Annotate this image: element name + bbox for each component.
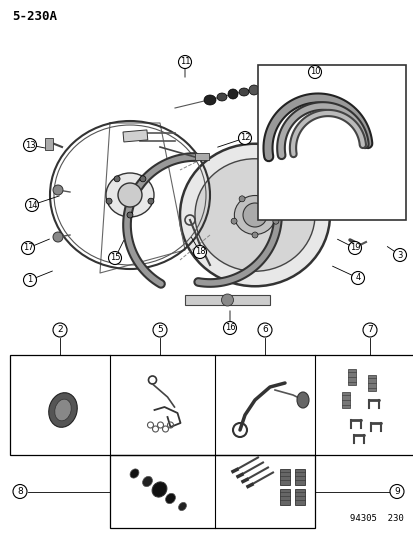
Circle shape [53, 185, 63, 195]
Text: 19: 19 [349, 244, 359, 253]
Ellipse shape [165, 494, 175, 504]
Text: 10: 10 [309, 68, 320, 77]
Ellipse shape [178, 503, 186, 511]
Text: 14: 14 [27, 200, 37, 209]
Bar [368, 375, 375, 391]
Circle shape [392, 248, 406, 262]
Circle shape [193, 246, 206, 259]
Circle shape [53, 323, 67, 337]
Bar [294, 489, 304, 505]
Text: 12: 12 [239, 133, 249, 142]
Ellipse shape [248, 85, 259, 95]
Circle shape [24, 273, 36, 287]
Text: 13: 13 [25, 141, 35, 149]
Circle shape [308, 66, 321, 78]
Text: 5-230A: 5-230A [12, 10, 57, 23]
Text: 15: 15 [109, 254, 120, 262]
Ellipse shape [216, 93, 226, 101]
Bar [257, 65, 405, 220]
Text: 94305  230: 94305 230 [349, 514, 403, 523]
Ellipse shape [238, 88, 248, 96]
Ellipse shape [49, 393, 77, 427]
Bar [195, 153, 209, 160]
Circle shape [147, 198, 154, 204]
Ellipse shape [180, 144, 329, 286]
Text: 18: 18 [194, 247, 205, 256]
Bar [342, 392, 350, 408]
Text: 5: 5 [157, 326, 162, 335]
Ellipse shape [142, 477, 152, 487]
Bar [279, 489, 289, 505]
Circle shape [362, 323, 376, 337]
Ellipse shape [234, 196, 275, 235]
Circle shape [252, 232, 257, 238]
Ellipse shape [204, 95, 216, 105]
Circle shape [140, 176, 145, 182]
Circle shape [230, 218, 237, 224]
Bar [348, 369, 356, 385]
Text: 9: 9 [393, 487, 399, 496]
Circle shape [26, 198, 38, 212]
Circle shape [242, 203, 266, 227]
Bar [279, 469, 289, 484]
Ellipse shape [259, 85, 267, 91]
Bar [123, 130, 147, 142]
Text: 1: 1 [27, 276, 33, 285]
Ellipse shape [280, 80, 288, 86]
Ellipse shape [195, 159, 314, 271]
Ellipse shape [155, 486, 163, 494]
Ellipse shape [152, 482, 166, 497]
Ellipse shape [130, 469, 139, 478]
Circle shape [221, 294, 233, 306]
Ellipse shape [55, 399, 71, 421]
Circle shape [223, 321, 236, 335]
Circle shape [108, 252, 121, 264]
Circle shape [178, 55, 191, 69]
Text: 11: 11 [179, 58, 190, 67]
Bar [110, 455, 314, 528]
Circle shape [114, 176, 120, 182]
Text: 16: 16 [224, 324, 235, 333]
Circle shape [118, 183, 142, 207]
Bar [45, 138, 53, 150]
Ellipse shape [228, 89, 237, 99]
Circle shape [24, 139, 36, 151]
Bar [10, 355, 413, 455]
Circle shape [53, 232, 63, 242]
Text: 8: 8 [17, 487, 23, 496]
Circle shape [348, 241, 361, 254]
Circle shape [21, 241, 34, 254]
Text: 7: 7 [366, 326, 372, 335]
Circle shape [238, 132, 251, 144]
Ellipse shape [269, 81, 279, 89]
Text: 4: 4 [354, 273, 360, 282]
Text: 17: 17 [23, 244, 33, 253]
Bar [185, 295, 269, 305]
Bar [294, 469, 304, 484]
Circle shape [272, 218, 278, 224]
Circle shape [13, 484, 27, 498]
Circle shape [127, 212, 133, 218]
Ellipse shape [106, 173, 154, 217]
Circle shape [106, 198, 112, 204]
Text: 6: 6 [261, 326, 267, 335]
Circle shape [264, 196, 270, 202]
Text: 3: 3 [396, 251, 402, 260]
Ellipse shape [296, 392, 308, 408]
Text: 2: 2 [57, 326, 63, 335]
Circle shape [238, 196, 244, 202]
Circle shape [153, 323, 166, 337]
Circle shape [351, 271, 363, 285]
Circle shape [389, 484, 403, 498]
Circle shape [257, 323, 271, 337]
